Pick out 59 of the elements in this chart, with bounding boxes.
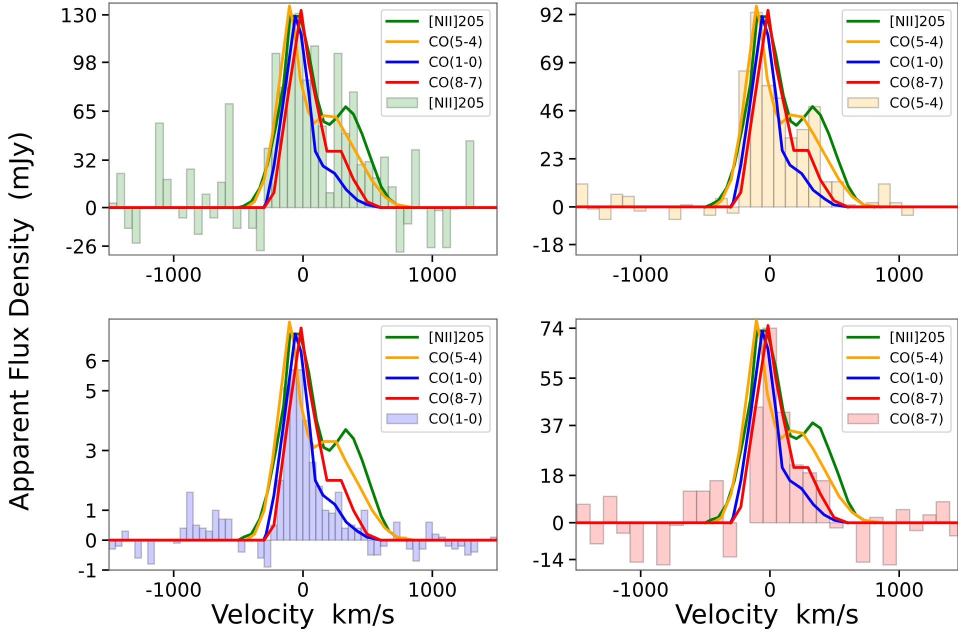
y-tick-label: 55	[541, 371, 563, 386]
legend-label: CO(1-0)	[890, 372, 943, 385]
legend-label: CO(5-4)	[890, 36, 943, 48]
legend-label: CO(8-7)	[890, 413, 943, 426]
legend-label: [NII]205	[430, 16, 484, 28]
y-tick-label: 74	[541, 321, 564, 336]
x-tick-label: 0	[298, 582, 308, 597]
x-tick-label: 0	[765, 582, 775, 597]
y-tick-label: 65	[74, 104, 96, 119]
y-tick-label: 0	[86, 200, 96, 216]
x-tick-label: 1000	[876, 582, 923, 597]
y-tick-label: 6	[86, 354, 96, 369]
legend-label: CO(8-7)	[429, 392, 482, 406]
legend-label: CO(1-0)	[429, 413, 482, 426]
y-axis-title: Apparent Flux Density (mJy)	[8, 133, 34, 511]
y-tick-label: 130	[62, 8, 96, 23]
y-tick-label: 3	[86, 443, 96, 458]
y-tick-label: 0	[553, 200, 563, 215]
legend-label: CO(5-4)	[890, 97, 943, 110]
x-tick-label: 1000	[410, 267, 456, 282]
legend-label: CO(1-0)	[890, 56, 943, 69]
y-tick-label: 32	[74, 153, 96, 168]
y-tick-label: 92	[540, 7, 562, 22]
legend-label: CO(8-7)	[429, 76, 482, 90]
legend-label: CO(8-7)	[890, 76, 943, 90]
y-tick-label: 0	[86, 533, 96, 548]
y-tick-label: -1	[78, 563, 96, 578]
legend-label: [NII]205	[890, 332, 944, 344]
y-tick-label: 18	[542, 468, 563, 484]
x-axis-title: Velocity km/s	[675, 603, 858, 629]
y-tick-label: -18	[533, 238, 563, 252]
y-tick-label: 98	[74, 55, 96, 70]
legend-label: [NII]205	[430, 97, 484, 110]
legend-label: CO(5-4)	[429, 36, 482, 48]
y-tick-label: 0	[553, 516, 563, 530]
x-tick-label: -1000	[146, 582, 201, 597]
y-tick-label: 5	[86, 384, 96, 398]
x-tick-label: 0	[298, 267, 308, 282]
legend-label: [NII]205	[890, 16, 944, 28]
y-tick-label: 69	[540, 56, 563, 70]
y-tick-label: -14	[533, 552, 564, 567]
x-tick-label: 0	[765, 267, 775, 282]
legend-label: CO(5-4)	[429, 352, 482, 364]
y-tick-label: -26	[66, 239, 96, 254]
y-tick-label: 37	[540, 418, 563, 434]
x-tick-label: 1000	[410, 582, 456, 597]
x-tick-label: -1000	[146, 267, 201, 282]
y-tick-label: 23	[540, 152, 563, 166]
y-tick-label: 1	[86, 503, 96, 518]
y-tick-label: 46	[540, 104, 564, 118]
legend-label: CO(1-0)	[429, 372, 482, 385]
legend-label: CO(5-4)	[890, 352, 943, 364]
x-tick-label: -1000	[613, 582, 668, 597]
legend-label: CO(1-0)	[429, 56, 482, 69]
legend-label: CO(8-7)	[890, 392, 943, 406]
legend-label: [NII]205	[430, 332, 484, 344]
x-tick-label: 1000	[876, 267, 923, 282]
x-tick-label: -1000	[613, 267, 668, 282]
x-axis-title: Velocity km/s	[211, 603, 394, 629]
